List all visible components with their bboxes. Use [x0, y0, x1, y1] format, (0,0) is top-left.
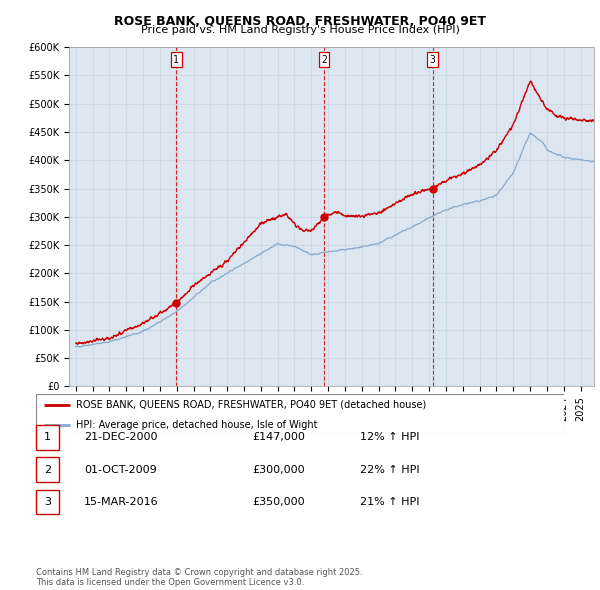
Text: 3: 3: [44, 497, 51, 507]
Text: 1: 1: [173, 55, 179, 65]
Text: 01-OCT-2009: 01-OCT-2009: [84, 465, 157, 474]
Text: 15-MAR-2016: 15-MAR-2016: [84, 497, 158, 507]
Text: Contains HM Land Registry data © Crown copyright and database right 2025.
This d: Contains HM Land Registry data © Crown c…: [36, 568, 362, 587]
Text: 22% ↑ HPI: 22% ↑ HPI: [360, 465, 419, 474]
Text: 3: 3: [430, 55, 436, 65]
Text: £300,000: £300,000: [252, 465, 305, 474]
Text: Price paid vs. HM Land Registry's House Price Index (HPI): Price paid vs. HM Land Registry's House …: [140, 25, 460, 35]
Text: 12% ↑ HPI: 12% ↑ HPI: [360, 432, 419, 442]
Text: £147,000: £147,000: [252, 432, 305, 442]
Text: 21-DEC-2000: 21-DEC-2000: [84, 432, 157, 442]
Text: ROSE BANK, QUEENS ROAD, FRESHWATER, PO40 9ET: ROSE BANK, QUEENS ROAD, FRESHWATER, PO40…: [114, 15, 486, 28]
Text: 2: 2: [44, 465, 51, 474]
Text: 2: 2: [321, 55, 327, 65]
Text: 1: 1: [44, 432, 51, 442]
Text: 21% ↑ HPI: 21% ↑ HPI: [360, 497, 419, 507]
Text: HPI: Average price, detached house, Isle of Wight: HPI: Average price, detached house, Isle…: [76, 420, 317, 430]
Text: ROSE BANK, QUEENS ROAD, FRESHWATER, PO40 9ET (detached house): ROSE BANK, QUEENS ROAD, FRESHWATER, PO40…: [76, 400, 426, 410]
Text: £350,000: £350,000: [252, 497, 305, 507]
